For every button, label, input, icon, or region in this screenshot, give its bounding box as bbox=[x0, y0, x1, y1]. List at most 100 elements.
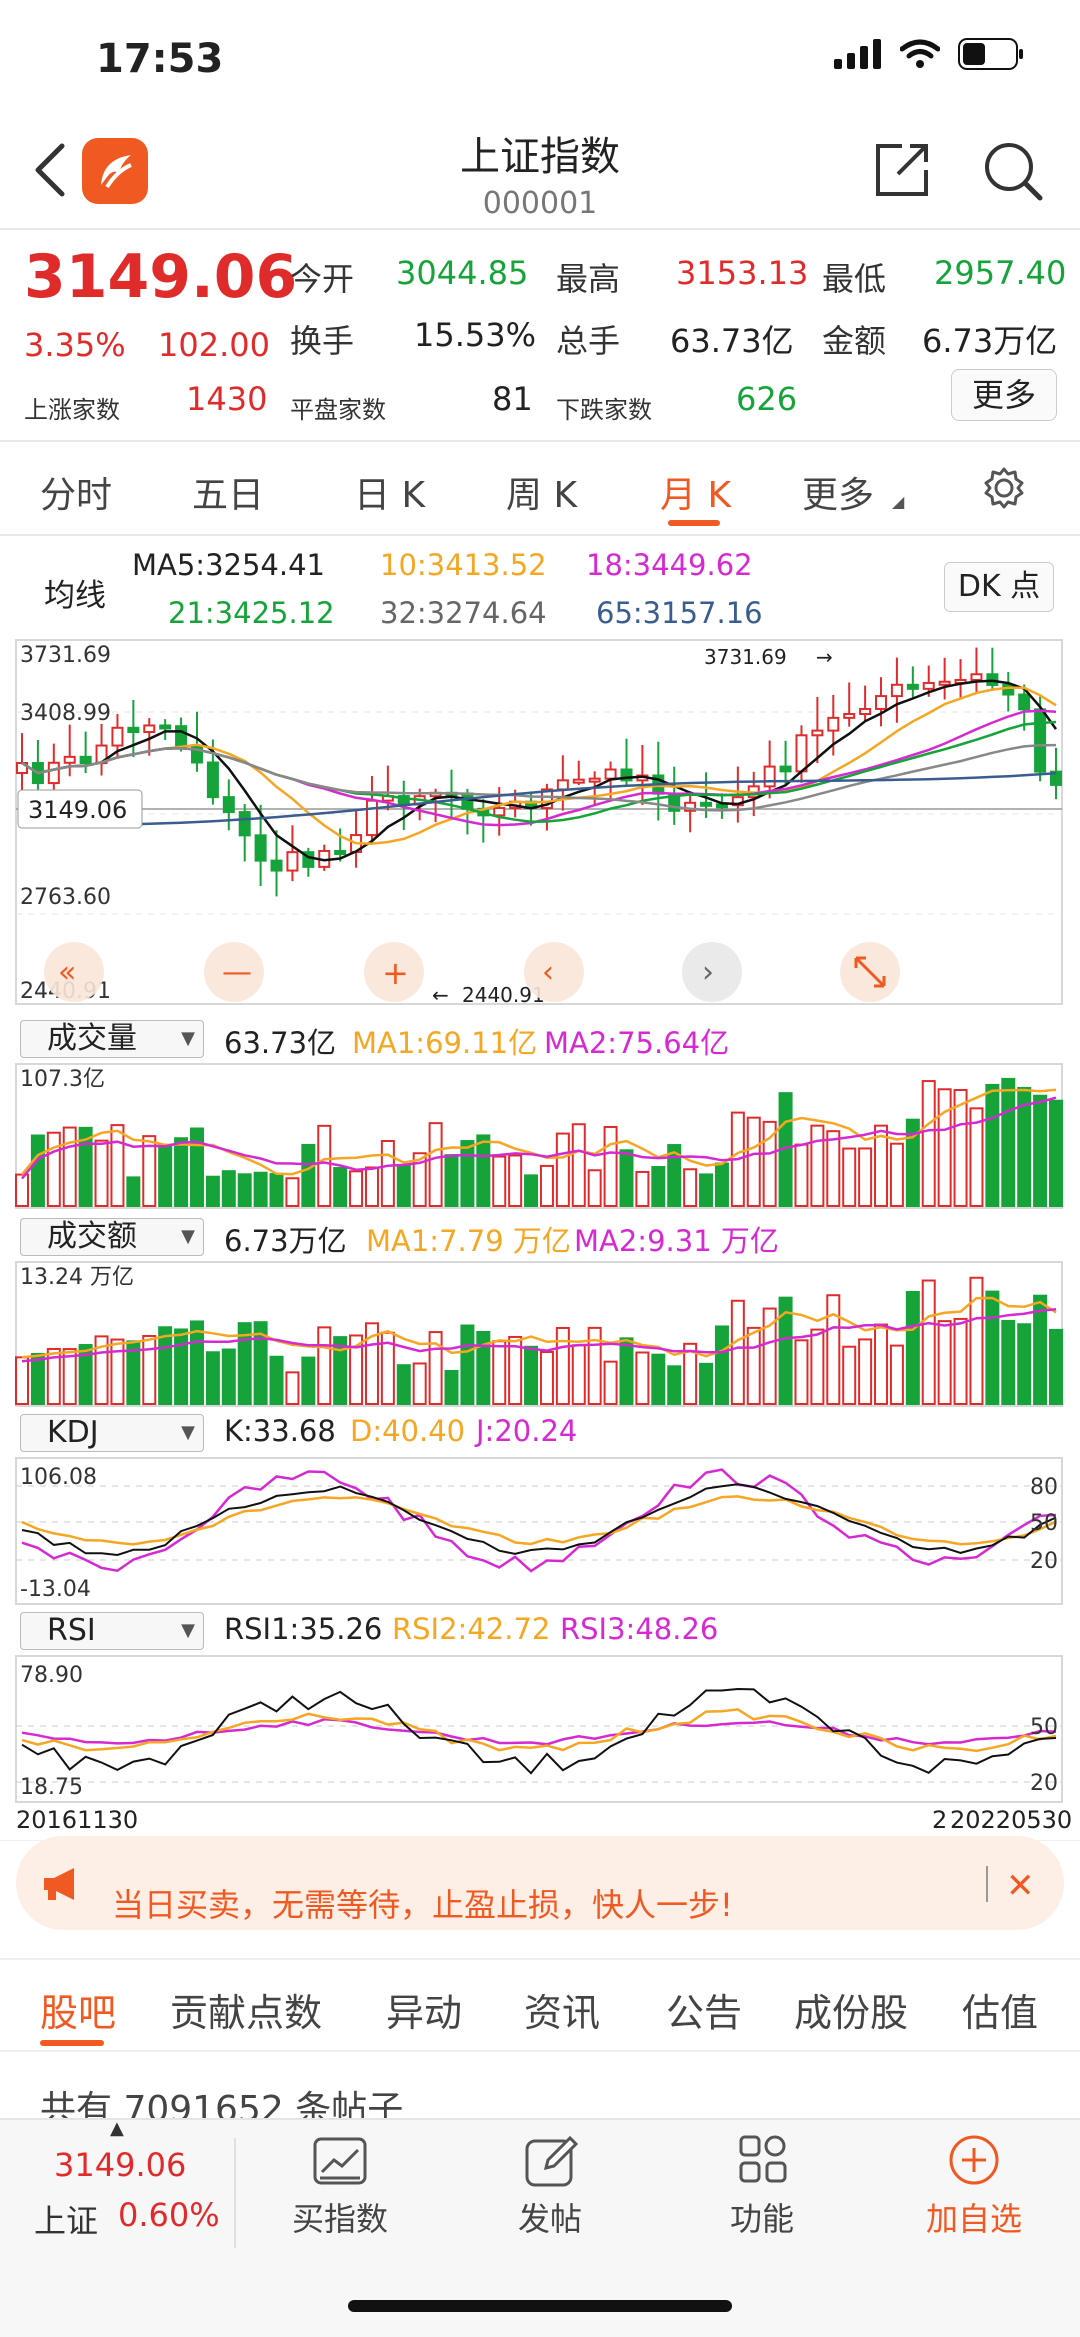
amount-max-label: 13.24 万亿 bbox=[20, 1265, 134, 1290]
scroll-left-fast-button[interactable]: « bbox=[44, 942, 104, 1002]
bottom-pct[interactable]: 0.60% bbox=[118, 2196, 220, 2234]
kline-y-2: 3408.99 bbox=[20, 701, 111, 726]
double-left-icon: « bbox=[58, 955, 76, 990]
rsi1-value: RSI1:35.26 bbox=[224, 1612, 383, 1646]
candle bbox=[143, 724, 156, 734]
tab-announcements[interactable]: 公告 bbox=[666, 1991, 743, 2035]
amount-chart[interactable]: 13.24 万亿 bbox=[0, 1260, 1080, 1408]
bar bbox=[953, 1089, 968, 1208]
bottom-index-name[interactable]: 上证 bbox=[34, 2202, 99, 2240]
bar bbox=[858, 1147, 873, 1207]
bar bbox=[317, 1326, 332, 1405]
settings-gear-icon[interactable] bbox=[982, 466, 1026, 510]
bar bbox=[158, 1326, 173, 1405]
share-icon[interactable] bbox=[872, 140, 932, 200]
tab-monthly-k[interactable]: 月 K bbox=[660, 475, 732, 516]
change-pct: 3.35% bbox=[24, 326, 126, 364]
kline-y-3: 2763.60 bbox=[20, 885, 111, 910]
tab-anomaly[interactable]: 异动 bbox=[386, 1991, 463, 2035]
volume-selector[interactable]: 成交量 ▼ bbox=[20, 1020, 204, 1058]
tab-more[interactable]: 更多 bbox=[802, 475, 875, 516]
tab-weekly-k[interactable]: 周 K bbox=[506, 475, 578, 516]
tab-news[interactable]: 资讯 bbox=[524, 1991, 601, 2035]
kline-chart[interactable]: 3731.69 3408.99 2763.60 2440.91 3149.06 … bbox=[0, 636, 1080, 1006]
bar bbox=[142, 1334, 157, 1405]
bar bbox=[921, 1080, 936, 1207]
bar bbox=[62, 1348, 77, 1405]
add-circle-icon[interactable] bbox=[948, 2134, 1000, 2186]
chevron-right-icon: › bbox=[702, 955, 714, 990]
candle bbox=[47, 761, 60, 785]
tab-constituents[interactable]: 成份股 bbox=[794, 1991, 909, 2035]
logo-icon bbox=[101, 155, 132, 189]
volume-chart[interactable]: 107.3亿 bbox=[0, 1062, 1080, 1210]
tab-contribution[interactable]: 贡献点数 bbox=[170, 1991, 323, 2035]
buy-index-button[interactable]: 买指数 bbox=[291, 2200, 388, 2238]
bar bbox=[412, 1362, 427, 1406]
volume-value: 63.73亿 bbox=[224, 1026, 337, 1060]
promo-banner-text: 当日买卖，无需等待，止盈止损，快人一步! bbox=[112, 1886, 733, 1924]
bar bbox=[905, 1290, 920, 1405]
rsi-chart[interactable]: 78.90 18.75 50 20 bbox=[0, 1654, 1080, 1804]
bar bbox=[778, 1296, 793, 1405]
bar bbox=[492, 1155, 507, 1207]
ma65-value: 65:3157.16 bbox=[596, 596, 763, 630]
bottom-price[interactable]: 3149.06 bbox=[54, 2146, 187, 2184]
fullscreen-button[interactable] bbox=[840, 942, 900, 1002]
scroll-right-button[interactable]: › bbox=[682, 942, 742, 1002]
candle bbox=[556, 779, 569, 791]
candle bbox=[175, 725, 188, 747]
zoom-in-button[interactable]: + bbox=[364, 942, 424, 1002]
ma5-value: MA5:3254.41 bbox=[132, 548, 326, 582]
bar bbox=[221, 1170, 236, 1208]
bar bbox=[78, 1126, 93, 1207]
flat-count-label: 平盘家数 bbox=[290, 396, 386, 424]
bar bbox=[1017, 1086, 1032, 1208]
candle bbox=[843, 713, 856, 719]
high-value: 3153.13 bbox=[676, 254, 809, 292]
kdj-selector[interactable]: KDJ ▼ bbox=[20, 1414, 204, 1452]
amount-selector[interactable]: 成交额 ▼ bbox=[20, 1218, 204, 1256]
zoom-out-button[interactable]: — bbox=[204, 942, 264, 1002]
bar bbox=[189, 1127, 204, 1207]
candle bbox=[604, 768, 617, 780]
bar bbox=[396, 1364, 411, 1406]
add-watchlist-button[interactable]: 加自选 bbox=[925, 2200, 1022, 2238]
bar bbox=[317, 1124, 332, 1207]
dk-point-button[interactable]: DK 点 bbox=[944, 562, 1054, 612]
tab-valuation[interactable]: 估值 bbox=[962, 1991, 1039, 2035]
bar bbox=[460, 1324, 475, 1405]
high-marker: 3731.69 bbox=[704, 645, 787, 669]
bar bbox=[858, 1338, 873, 1405]
promo-banner[interactable] bbox=[16, 1836, 1064, 1930]
amount-value: 6.73万亿 bbox=[922, 322, 1058, 360]
bar bbox=[1049, 1099, 1063, 1207]
high-label: 最高 bbox=[556, 260, 621, 298]
kdj-level-50: 50 bbox=[1030, 1511, 1058, 1536]
grid-icon[interactable] bbox=[738, 2134, 788, 2184]
scroll-left-button[interactable]: ‹ bbox=[524, 942, 584, 1002]
post-button[interactable]: 发帖 bbox=[517, 2200, 582, 2238]
tab-daily-k[interactable]: 日 K bbox=[354, 475, 426, 516]
back-button[interactable] bbox=[30, 140, 70, 200]
bar bbox=[635, 1351, 650, 1405]
bar bbox=[62, 1126, 77, 1207]
tab-intraday[interactable]: 分时 bbox=[40, 475, 113, 516]
bar bbox=[237, 1322, 252, 1405]
kdj-chart[interactable]: 106.08 -13.04 80 50 20 bbox=[0, 1456, 1080, 1606]
more-button[interactable]: 更多 bbox=[951, 369, 1057, 421]
tab-forum[interactable]: 股吧 bbox=[40, 1991, 117, 2035]
rsi-selector[interactable]: RSI ▼ bbox=[20, 1612, 204, 1650]
chart-icon[interactable] bbox=[312, 2136, 368, 2186]
banner-close-icon[interactable]: ✕ bbox=[1006, 1866, 1035, 1906]
search-icon[interactable] bbox=[982, 140, 1044, 202]
bar bbox=[571, 1344, 586, 1406]
tab-five-day[interactable]: 五日 bbox=[192, 475, 265, 516]
bar bbox=[444, 1154, 459, 1208]
expand-up-icon[interactable]: ▲ bbox=[110, 2118, 124, 2139]
up-count-label: 上涨家数 bbox=[24, 396, 120, 424]
bar bbox=[110, 1338, 125, 1405]
kdj-bottom: -13.04 bbox=[20, 1577, 91, 1602]
edit-icon[interactable] bbox=[524, 2134, 578, 2188]
function-button[interactable]: 功能 bbox=[729, 2200, 794, 2238]
